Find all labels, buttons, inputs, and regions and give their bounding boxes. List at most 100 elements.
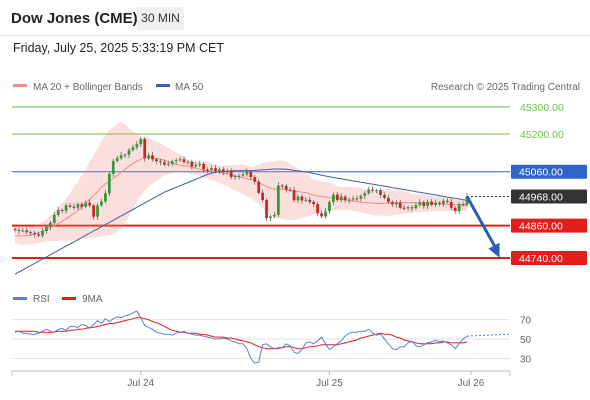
candle (304, 197, 308, 203)
candle (159, 159, 162, 166)
candle-body (261, 192, 264, 200)
candle (418, 198, 422, 208)
candle (276, 182, 280, 218)
candle (422, 200, 426, 209)
candle-body (198, 163, 202, 165)
candle (328, 200, 331, 215)
candle-body (151, 155, 154, 160)
ma20-legend-label: MA 20 + Bollinger Bands (33, 82, 143, 93)
candle (29, 230, 33, 236)
candle-body (343, 196, 347, 201)
candle (225, 168, 229, 174)
candle (214, 164, 217, 174)
candle (49, 220, 52, 231)
candle-body (453, 207, 457, 211)
candle-body (52, 214, 56, 223)
candle-body (438, 202, 441, 204)
candle (284, 183, 288, 193)
candle-body (253, 177, 257, 182)
support-level-label: 44740.00 (519, 253, 563, 265)
candle (335, 191, 339, 202)
candle (119, 152, 123, 161)
candle (280, 183, 284, 189)
rsi-panel: RSI 9MA 70 50 30 (12, 294, 532, 365)
candle-body (72, 206, 76, 208)
candle (414, 202, 418, 210)
candle (331, 192, 335, 206)
current-level-label: 44968.00 (519, 192, 563, 204)
timeframe-button[interactable]: 30 MIN (137, 7, 184, 30)
candle (449, 198, 453, 211)
candle (233, 174, 237, 180)
candle-body (119, 155, 123, 159)
candle (312, 200, 316, 207)
candle (45, 225, 48, 234)
candle-body (64, 205, 68, 211)
candle (261, 189, 264, 203)
candle-body (402, 207, 406, 209)
candle-body (292, 190, 296, 201)
rsi-projection-line (466, 333, 511, 337)
candle (127, 147, 131, 158)
candle-body (457, 204, 461, 212)
forecast-arrow-head (488, 242, 500, 258)
candle-body (390, 201, 394, 205)
rsi-tick-label: 70 (520, 316, 532, 327)
candle-body (17, 230, 21, 231)
candle (406, 205, 410, 211)
candle (162, 159, 166, 167)
candle (100, 198, 103, 208)
candle (76, 202, 80, 211)
candle-body (88, 202, 92, 206)
candle-body (186, 161, 190, 163)
candle-body (276, 185, 280, 215)
ma9-legend-swatch (62, 297, 76, 300)
x-axis: Jul 24 Jul 25 Jul 26 (11, 370, 511, 389)
candle-body (461, 204, 465, 206)
candle-body (335, 194, 339, 200)
instrument-title: Dow Jones (CME) (11, 10, 138, 27)
candle-body (351, 198, 355, 200)
rsi-tick-label: 50 (520, 335, 532, 346)
candle-body (100, 201, 103, 206)
candle (123, 153, 127, 158)
candle-body (159, 161, 162, 163)
candle (174, 157, 178, 165)
candle (21, 227, 25, 233)
candle (371, 186, 375, 193)
candle-body (300, 196, 304, 201)
candle-body (80, 204, 84, 207)
candle-body (218, 169, 221, 172)
candle-body (37, 234, 40, 236)
candle (343, 194, 347, 203)
candle-body (104, 193, 107, 202)
candle-body (398, 202, 402, 208)
candle (143, 136, 147, 162)
copyright-text: Research © 2025 Trading Central (431, 82, 580, 93)
pivot-label-box (511, 164, 587, 179)
candle (166, 160, 170, 167)
candle (363, 191, 367, 200)
forecast-layer (465, 195, 500, 258)
candle-body (56, 210, 60, 215)
candle-body (284, 186, 288, 190)
candle (410, 205, 414, 212)
candle-body (237, 175, 241, 177)
candle-body (115, 158, 119, 161)
candle-body (375, 190, 378, 192)
candle (273, 212, 276, 219)
candle-body (387, 197, 390, 202)
rsi-line (14, 310, 468, 364)
candle (139, 137, 143, 147)
timestamp: Friday, July 25, 2025 5:33:19 PM CET (13, 41, 224, 55)
candle-body (383, 194, 386, 198)
candle-body (92, 205, 95, 217)
candle-body (288, 189, 292, 191)
rsi-legend-label: RSI (33, 294, 50, 305)
candle-body (84, 202, 88, 207)
candle-body (96, 205, 99, 217)
candle (457, 201, 461, 215)
candle (155, 157, 158, 164)
candle-body (233, 176, 237, 178)
